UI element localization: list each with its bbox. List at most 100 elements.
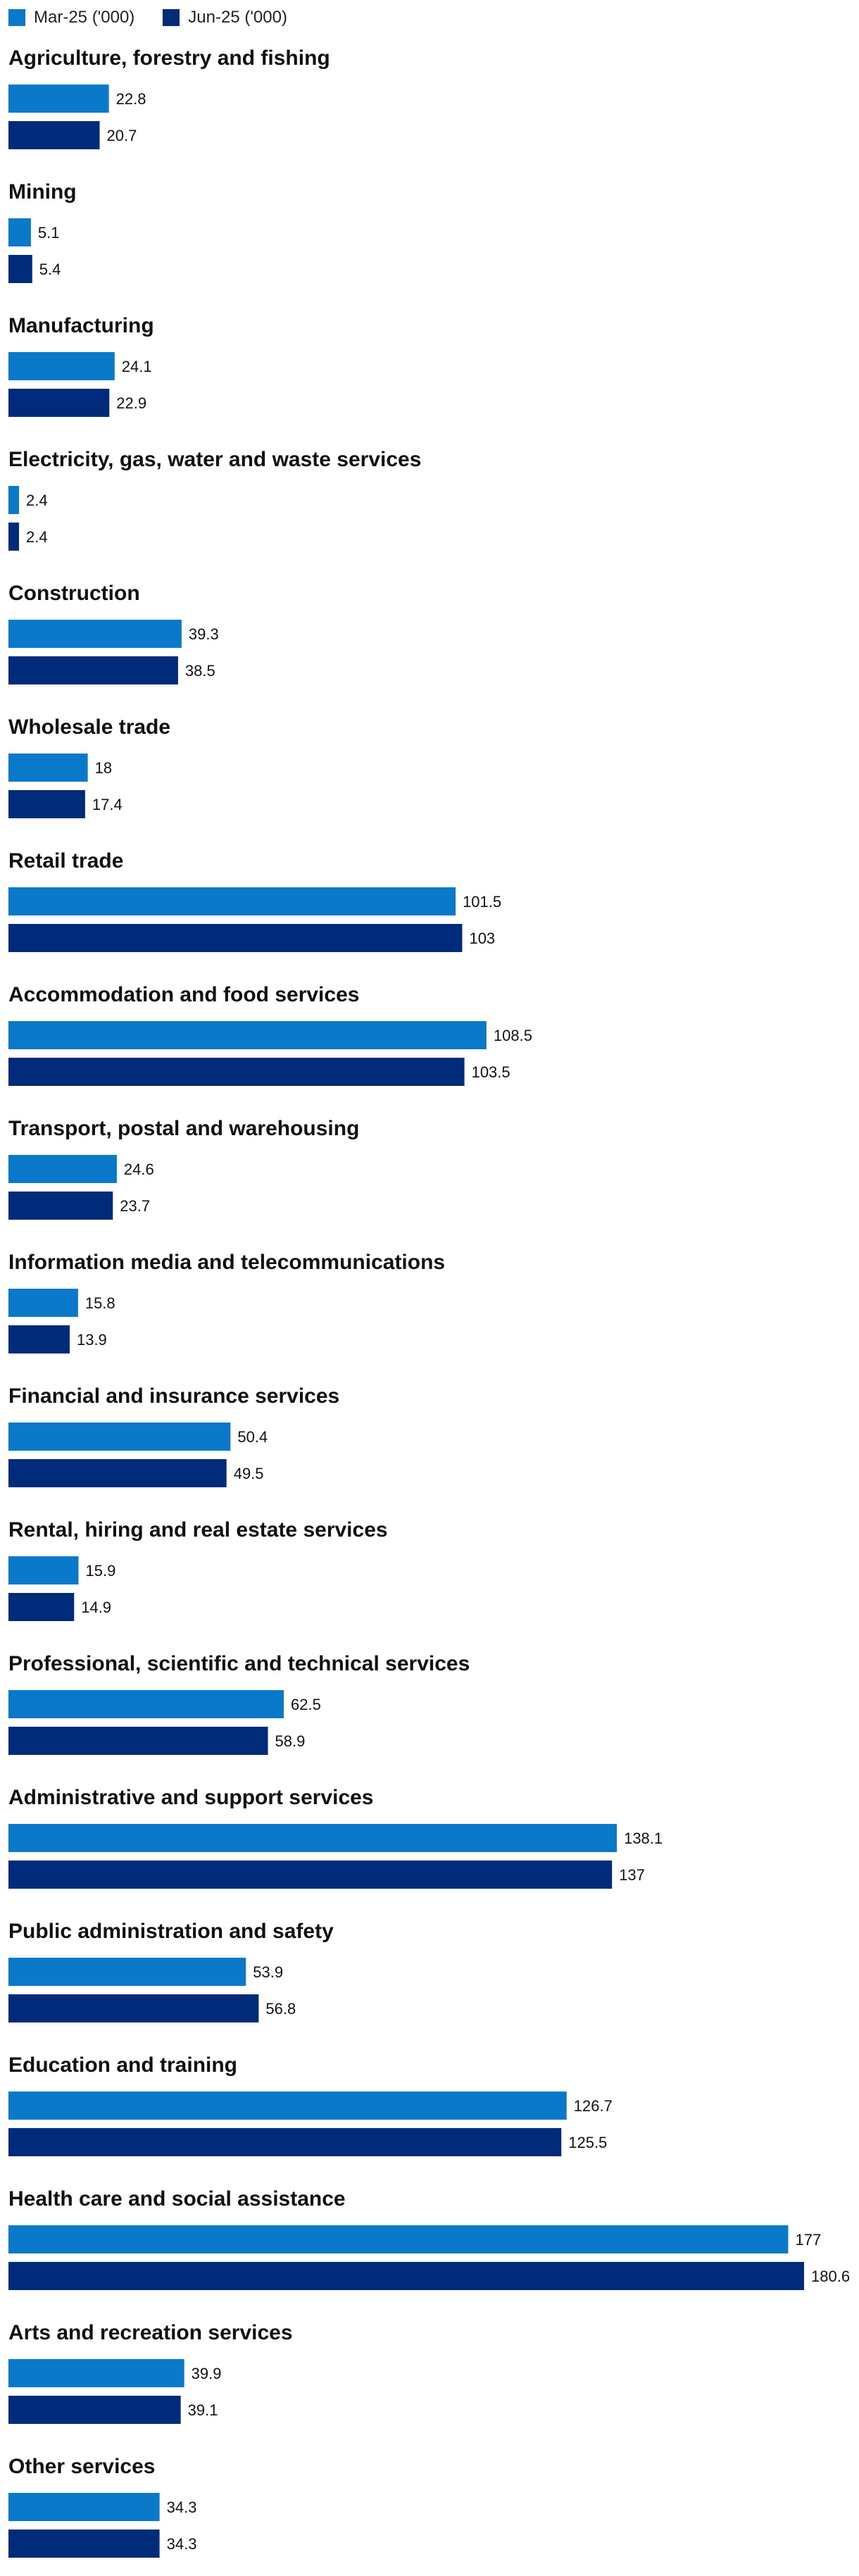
bar-manufacturing-jun-25 [8,389,110,417]
category-label-electricity-gas-water-and-waste-services: Electricity, gas, water and waste servic… [8,448,421,471]
bar-electricity-gas-water-and-waste-services-mar-25 [8,486,20,514]
value-label-manufacturing-mar-25: 24.1 [122,358,152,375]
value-label-public-administration-and-safety-jun-25: 56.8 [265,2000,296,2018]
value-label-mining-mar-25: 5.1 [38,224,60,242]
category-label-health-care-and-social-assistance: Health care and social assistance [8,2187,346,2211]
bar-retail-trade-mar-25 [8,887,456,915]
bar-information-media-and-telecommunications-jun-25 [8,1325,70,1353]
category-label-wholesale-trade: Wholesale trade [8,715,170,739]
value-label-accommodation-and-food-services-jun-25: 103.5 [472,1063,510,1081]
value-label-public-administration-and-safety-mar-25: 53.9 [253,1963,283,1981]
category-label-transport-postal-and-warehousing: Transport, postal and warehousing [8,1117,359,1140]
value-label-mining-jun-25: 5.4 [39,261,61,278]
value-label-transport-postal-and-warehousing-jun-25: 23.7 [120,1197,150,1215]
category-label-retail-trade: Retail trade [8,849,123,873]
value-label-construction-mar-25: 39.3 [189,625,219,643]
bar-mining-jun-25 [8,255,32,283]
bar-other-services-jun-25 [8,2530,160,2558]
value-label-administrative-and-support-services-jun-25: 137 [619,1866,645,1884]
value-label-arts-and-recreation-services-jun-25: 39.1 [188,2401,218,2419]
category-label-administrative-and-support-services: Administrative and support services [8,1786,374,1809]
bar-administrative-and-support-services-mar-25 [8,1824,617,1852]
bar-arts-and-recreation-services-mar-25 [8,2359,184,2387]
bar-information-media-and-telecommunications-mar-25 [8,1289,78,1317]
category-label-financial-and-insurance-services: Financial and insurance services [8,1384,339,1408]
value-label-wholesale-trade-mar-25: 18 [95,759,112,777]
value-label-rental-hiring-and-real-estate-services-mar-25: 15.9 [85,1562,115,1580]
bar-wholesale-trade-jun-25 [8,790,85,818]
value-label-professional-scientific-and-technical-services-mar-25: 62.5 [291,1696,321,1713]
value-label-health-care-and-social-assistance-jun-25: 180.6 [811,2268,850,2285]
bar-professional-scientific-and-technical-services-jun-25 [8,1727,268,1755]
bar-accommodation-and-food-services-jun-25 [8,1058,465,1086]
bar-education-and-training-mar-25 [8,2092,567,2120]
category-label-accommodation-and-food-services: Accommodation and food services [8,983,359,1006]
bar-financial-and-insurance-services-jun-25 [8,1459,227,1487]
value-label-education-and-training-jun-25: 125.5 [568,2134,607,2151]
legend: Mar-25 ('000) Jun-25 ('000) [8,7,315,28]
category-label-manufacturing: Manufacturing [8,314,154,337]
value-label-agriculture-forestry-and-fishing-mar-25: 22.8 [116,90,146,108]
value-label-health-care-and-social-assistance-mar-25: 177 [795,2231,821,2249]
bar-construction-mar-25 [8,620,182,648]
category-label-education-and-training: Education and training [8,2053,237,2077]
value-label-professional-scientific-and-technical-services-jun-25: 58.9 [275,1732,306,1750]
value-label-financial-and-insurance-services-mar-25: 50.4 [237,1428,268,1446]
bar-financial-and-insurance-services-mar-25 [8,1423,231,1451]
bar-arts-and-recreation-services-jun-25 [8,2396,181,2424]
legend-swatch-mar-25 [8,9,25,26]
bar-public-administration-and-safety-mar-25 [8,1958,246,1986]
legend-label-mar-25: Mar-25 ('000) [34,8,135,27]
value-label-education-and-training-mar-25: 126.7 [574,2097,613,2115]
bar-health-care-and-social-assistance-jun-25 [8,2262,804,2290]
category-label-construction: Construction [8,582,140,605]
value-label-arts-and-recreation-services-mar-25: 39.9 [192,2365,222,2382]
value-label-information-media-and-telecommunications-mar-25: 15.8 [85,1294,115,1312]
bar-administrative-and-support-services-jun-25 [8,1861,613,1889]
value-label-accommodation-and-food-services-mar-25: 108.5 [494,1027,532,1044]
value-label-transport-postal-and-warehousing-mar-25: 24.6 [124,1161,154,1178]
bar-agriculture-forestry-and-fishing-jun-25 [8,121,100,149]
bar-other-services-mar-25 [8,2493,160,2521]
bar-professional-scientific-and-technical-services-mar-25 [8,1690,284,1718]
bar-agriculture-forestry-and-fishing-mar-25 [8,85,109,113]
legend-item-mar-25: Mar-25 ('000) [8,8,134,27]
bar-manufacturing-mar-25 [8,352,115,380]
value-label-other-services-mar-25: 34.3 [167,2499,197,2516]
category-label-rental-hiring-and-real-estate-services: Rental, hiring and real estate services [8,1518,388,1542]
category-label-other-services: Other services [8,2455,155,2478]
bar-education-and-training-jun-25 [8,2128,562,2156]
category-label-agriculture-forestry-and-fishing: Agriculture, forestry and fishing [8,46,330,70]
bar-construction-jun-25 [8,656,178,684]
bar-public-administration-and-safety-jun-25 [8,1994,259,2022]
value-label-electricity-gas-water-and-waste-services-jun-25: 2.4 [26,528,48,546]
bar-transport-postal-and-warehousing-jun-25 [8,1192,113,1220]
value-label-administrative-and-support-services-mar-25: 138.1 [624,1830,663,1847]
bar-retail-trade-jun-25 [8,924,463,952]
category-label-mining: Mining [8,180,77,204]
legend-label-jun-25: Jun-25 ('000) [188,8,287,27]
value-label-construction-jun-25: 38.5 [185,662,215,680]
value-label-agriculture-forestry-and-fishing-jun-25: 20.7 [107,127,137,144]
legend-swatch-jun-25 [163,9,180,26]
value-label-retail-trade-jun-25: 103 [469,930,495,947]
category-label-information-media-and-telecommunications: Information media and telecommunications [8,1251,445,1274]
bar-rental-hiring-and-real-estate-services-mar-25 [8,1556,79,1584]
legend-item-jun-25: Jun-25 ('000) [163,8,287,27]
bar-transport-postal-and-warehousing-mar-25 [8,1155,117,1183]
value-label-electricity-gas-water-and-waste-services-mar-25: 2.4 [26,492,48,509]
bar-mining-mar-25 [8,218,31,246]
bar-rental-hiring-and-real-estate-services-jun-25 [8,1593,75,1621]
bar-health-care-and-social-assistance-mar-25 [8,2225,789,2253]
value-label-wholesale-trade-jun-25: 17.4 [92,796,123,813]
value-label-manufacturing-jun-25: 22.9 [116,394,146,412]
category-label-arts-and-recreation-services: Arts and recreation services [8,2321,293,2344]
bar-accommodation-and-food-services-mar-25 [8,1021,487,1049]
bar-electricity-gas-water-and-waste-services-jun-25 [8,523,20,551]
bar-wholesale-trade-mar-25 [8,754,88,782]
value-label-retail-trade-mar-25: 101.5 [463,893,501,911]
value-label-rental-hiring-and-real-estate-services-jun-25: 14.9 [81,1599,111,1616]
category-label-professional-scientific-and-technical-services: Professional, scientific and technical s… [8,1652,470,1675]
value-label-financial-and-insurance-services-jun-25: 49.5 [234,1465,264,1482]
